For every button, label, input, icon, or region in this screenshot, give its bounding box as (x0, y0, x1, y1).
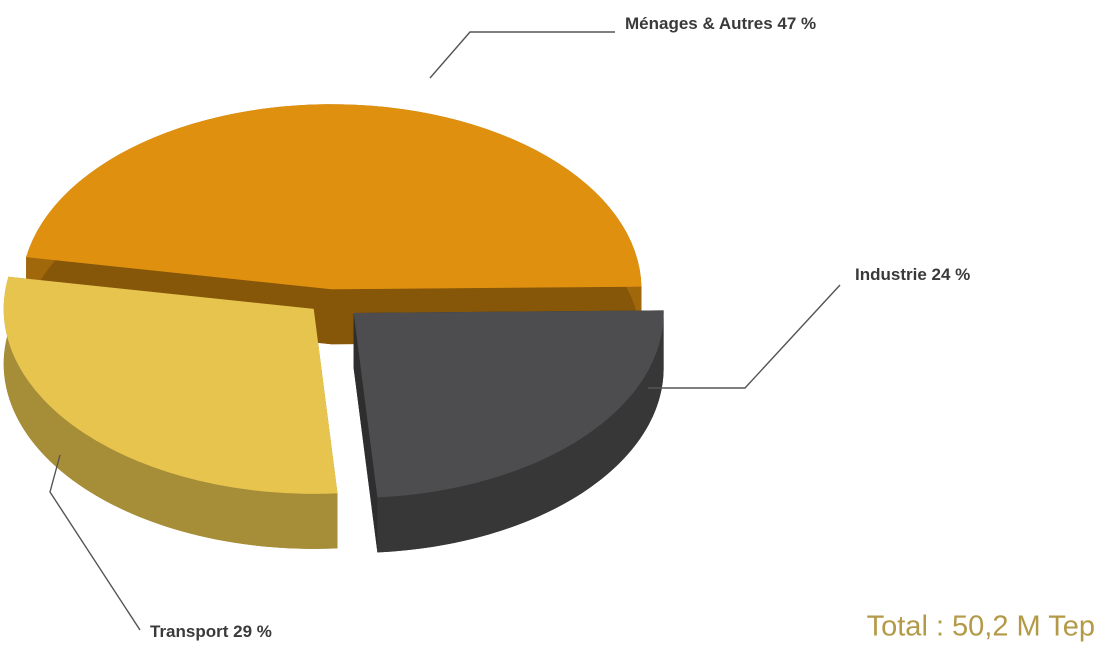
leader-line (648, 284, 841, 389)
slice (3, 276, 338, 494)
category: Industrie (855, 265, 927, 284)
category: Transport (150, 622, 229, 641)
pie (3, 104, 664, 553)
value-label: 24 % (932, 265, 971, 284)
value-label: 29 % (233, 622, 272, 641)
slice-label: Transport 29 % (150, 622, 272, 641)
category: Ménages & Autres (625, 14, 773, 33)
slice (353, 310, 664, 498)
value-label: 47 % (777, 14, 816, 33)
leader-line (49, 454, 141, 631)
slice-label: Industrie 24 % (855, 265, 970, 284)
slice-label: Ménages & Autres 47 % (625, 14, 816, 33)
slice (26, 104, 642, 290)
slice-side (353, 312, 378, 553)
leader-line (429, 31, 615, 79)
slice-side (377, 310, 664, 553)
slice-side (3, 276, 338, 549)
total-annotation: Total : 50,2 M Tep (867, 611, 1095, 643)
